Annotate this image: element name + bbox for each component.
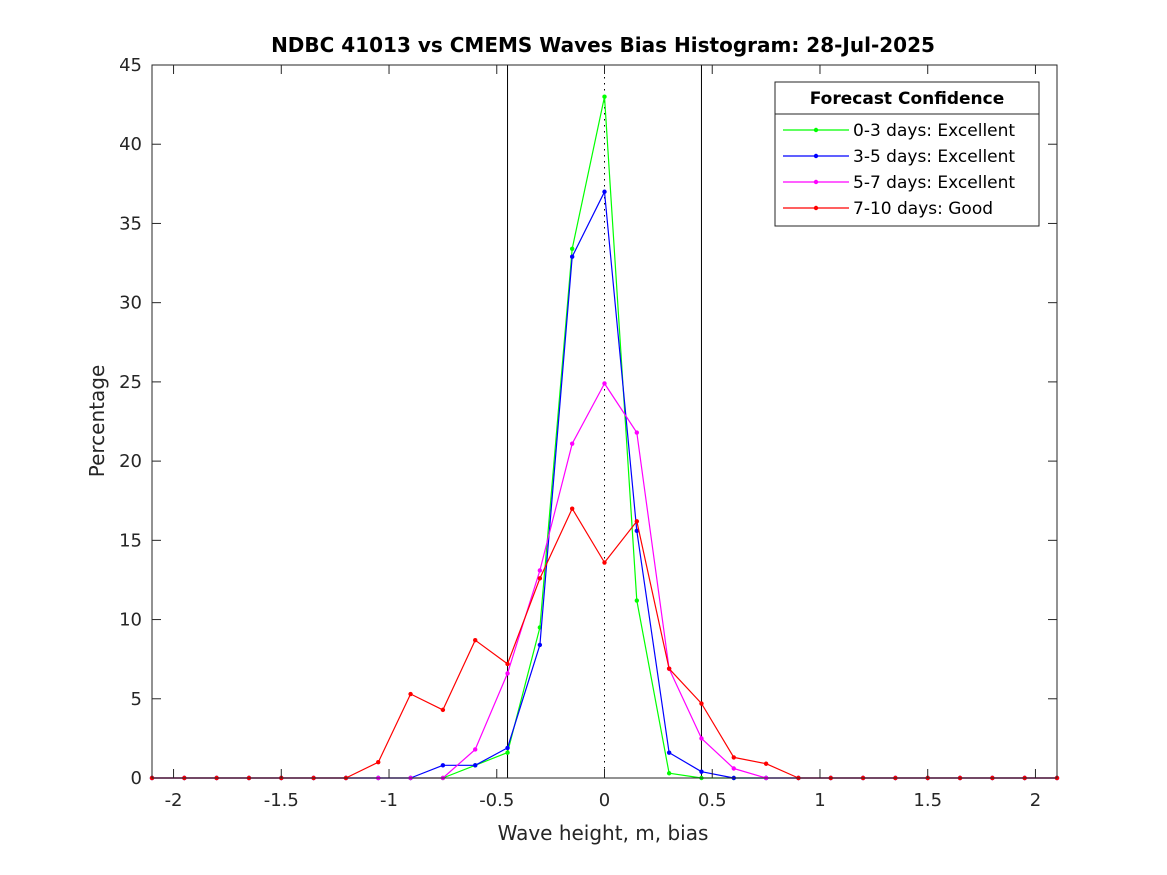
legend-title: Forecast Confidence xyxy=(810,89,1005,109)
y-tick-label: 20 xyxy=(119,451,142,472)
x-tick-label: 0 xyxy=(599,790,610,811)
x-tick-label: 1.5 xyxy=(913,790,942,811)
data-point-s0-11 xyxy=(505,750,510,755)
data-point-s1-13 xyxy=(569,254,575,259)
data-point-s0-15 xyxy=(634,598,640,603)
data-point-s3-12 xyxy=(537,576,543,581)
y-tick-label: 15 xyxy=(119,530,142,551)
data-point-s3-14 xyxy=(602,560,607,565)
y-tick-label: 10 xyxy=(119,610,142,631)
y-tick-label: 30 xyxy=(119,293,142,314)
legend-label-3: 7-10 days: Good xyxy=(853,199,993,219)
data-point-s1-9 xyxy=(440,763,446,768)
data-point-s2-18 xyxy=(731,766,736,771)
data-point-s1-15 xyxy=(634,528,640,534)
data-point-s1-12 xyxy=(537,642,543,648)
x-tick-label: 2 xyxy=(1030,790,1041,811)
data-point-s3-17 xyxy=(699,701,704,706)
data-point-s2-10 xyxy=(473,747,478,752)
data-point-s0-16 xyxy=(666,771,672,776)
legend-label-2: 5-7 days: Excellent xyxy=(853,173,1015,193)
data-point-s2-17 xyxy=(699,736,704,741)
y-tick-label: 25 xyxy=(119,372,142,393)
x-tick-label: -1 xyxy=(380,790,398,811)
data-point-s3-10 xyxy=(473,637,478,643)
data-point-s1-16 xyxy=(666,750,672,755)
data-point-s2-15 xyxy=(634,430,640,435)
reference-lines xyxy=(507,65,702,778)
legend-marker-0 xyxy=(813,127,819,133)
data-point-s3-11 xyxy=(505,661,510,667)
data-point-s3-13 xyxy=(569,506,575,511)
legend: Forecast Confidence 0-3 days: Excellent 3… xyxy=(774,81,1040,227)
x-tick-label: -0.5 xyxy=(479,790,514,811)
y-axis-ticks: 0 5 10 15 20 25 30 35 40 45 xyxy=(119,55,1057,789)
y-tick-label: 35 xyxy=(119,213,142,234)
y-tick-label: 0 xyxy=(131,768,142,789)
x-axis-label: Wave height, m, bias xyxy=(498,821,709,845)
x-tick-label: -2 xyxy=(165,790,183,811)
data-point-s3-15 xyxy=(634,519,640,524)
y-tick-label: 40 xyxy=(119,134,142,155)
data-point-s0-13 xyxy=(569,246,575,251)
legend-box xyxy=(774,81,1040,227)
legend-label-0: 0-3 days: Excellent xyxy=(853,121,1015,141)
legend-marker-1 xyxy=(813,153,819,159)
y-tick-label: 45 xyxy=(119,55,142,76)
chart-title: NDBC 41013 vs CMEMS Waves Bias Histogram… xyxy=(271,33,935,57)
y-axis-label: Percentage xyxy=(85,365,109,478)
data-point-s1-17 xyxy=(699,769,704,774)
data-point-s2-13 xyxy=(569,441,575,446)
data-point-s1-11 xyxy=(505,745,510,751)
legend-items: 0-3 days: Excellent 3-5 days: Excellent 5-… xyxy=(783,121,1015,219)
y-tick-label: 5 xyxy=(131,689,142,710)
legend-marker-3 xyxy=(813,205,819,211)
data-point-s2-14 xyxy=(602,381,607,386)
data-point-s0-14 xyxy=(602,94,607,99)
data-point-s3-16 xyxy=(666,666,672,671)
x-axis-ticks: -2 -1.5 -1 -0.5 0 0.5 1 1.5 2 xyxy=(165,65,1041,811)
x-tick-label: 1 xyxy=(814,790,825,811)
data-point-s3-9 xyxy=(440,707,446,713)
x-tick-label: -1.5 xyxy=(264,790,299,811)
legend-marker-2 xyxy=(813,179,819,185)
data-point-s2-11 xyxy=(505,671,510,676)
x-tick-label: 0.5 xyxy=(698,790,727,811)
data-point-s3-7 xyxy=(376,759,381,765)
legend-label-1: 3-5 days: Excellent xyxy=(853,147,1015,167)
data-point-s1-14 xyxy=(602,189,607,194)
data-point-s3-8 xyxy=(408,691,413,697)
data-point-s3-18 xyxy=(731,755,736,760)
data-point-s3-19 xyxy=(763,761,769,766)
data-point-s2-12 xyxy=(537,568,543,573)
data-point-s1-10 xyxy=(473,763,478,768)
